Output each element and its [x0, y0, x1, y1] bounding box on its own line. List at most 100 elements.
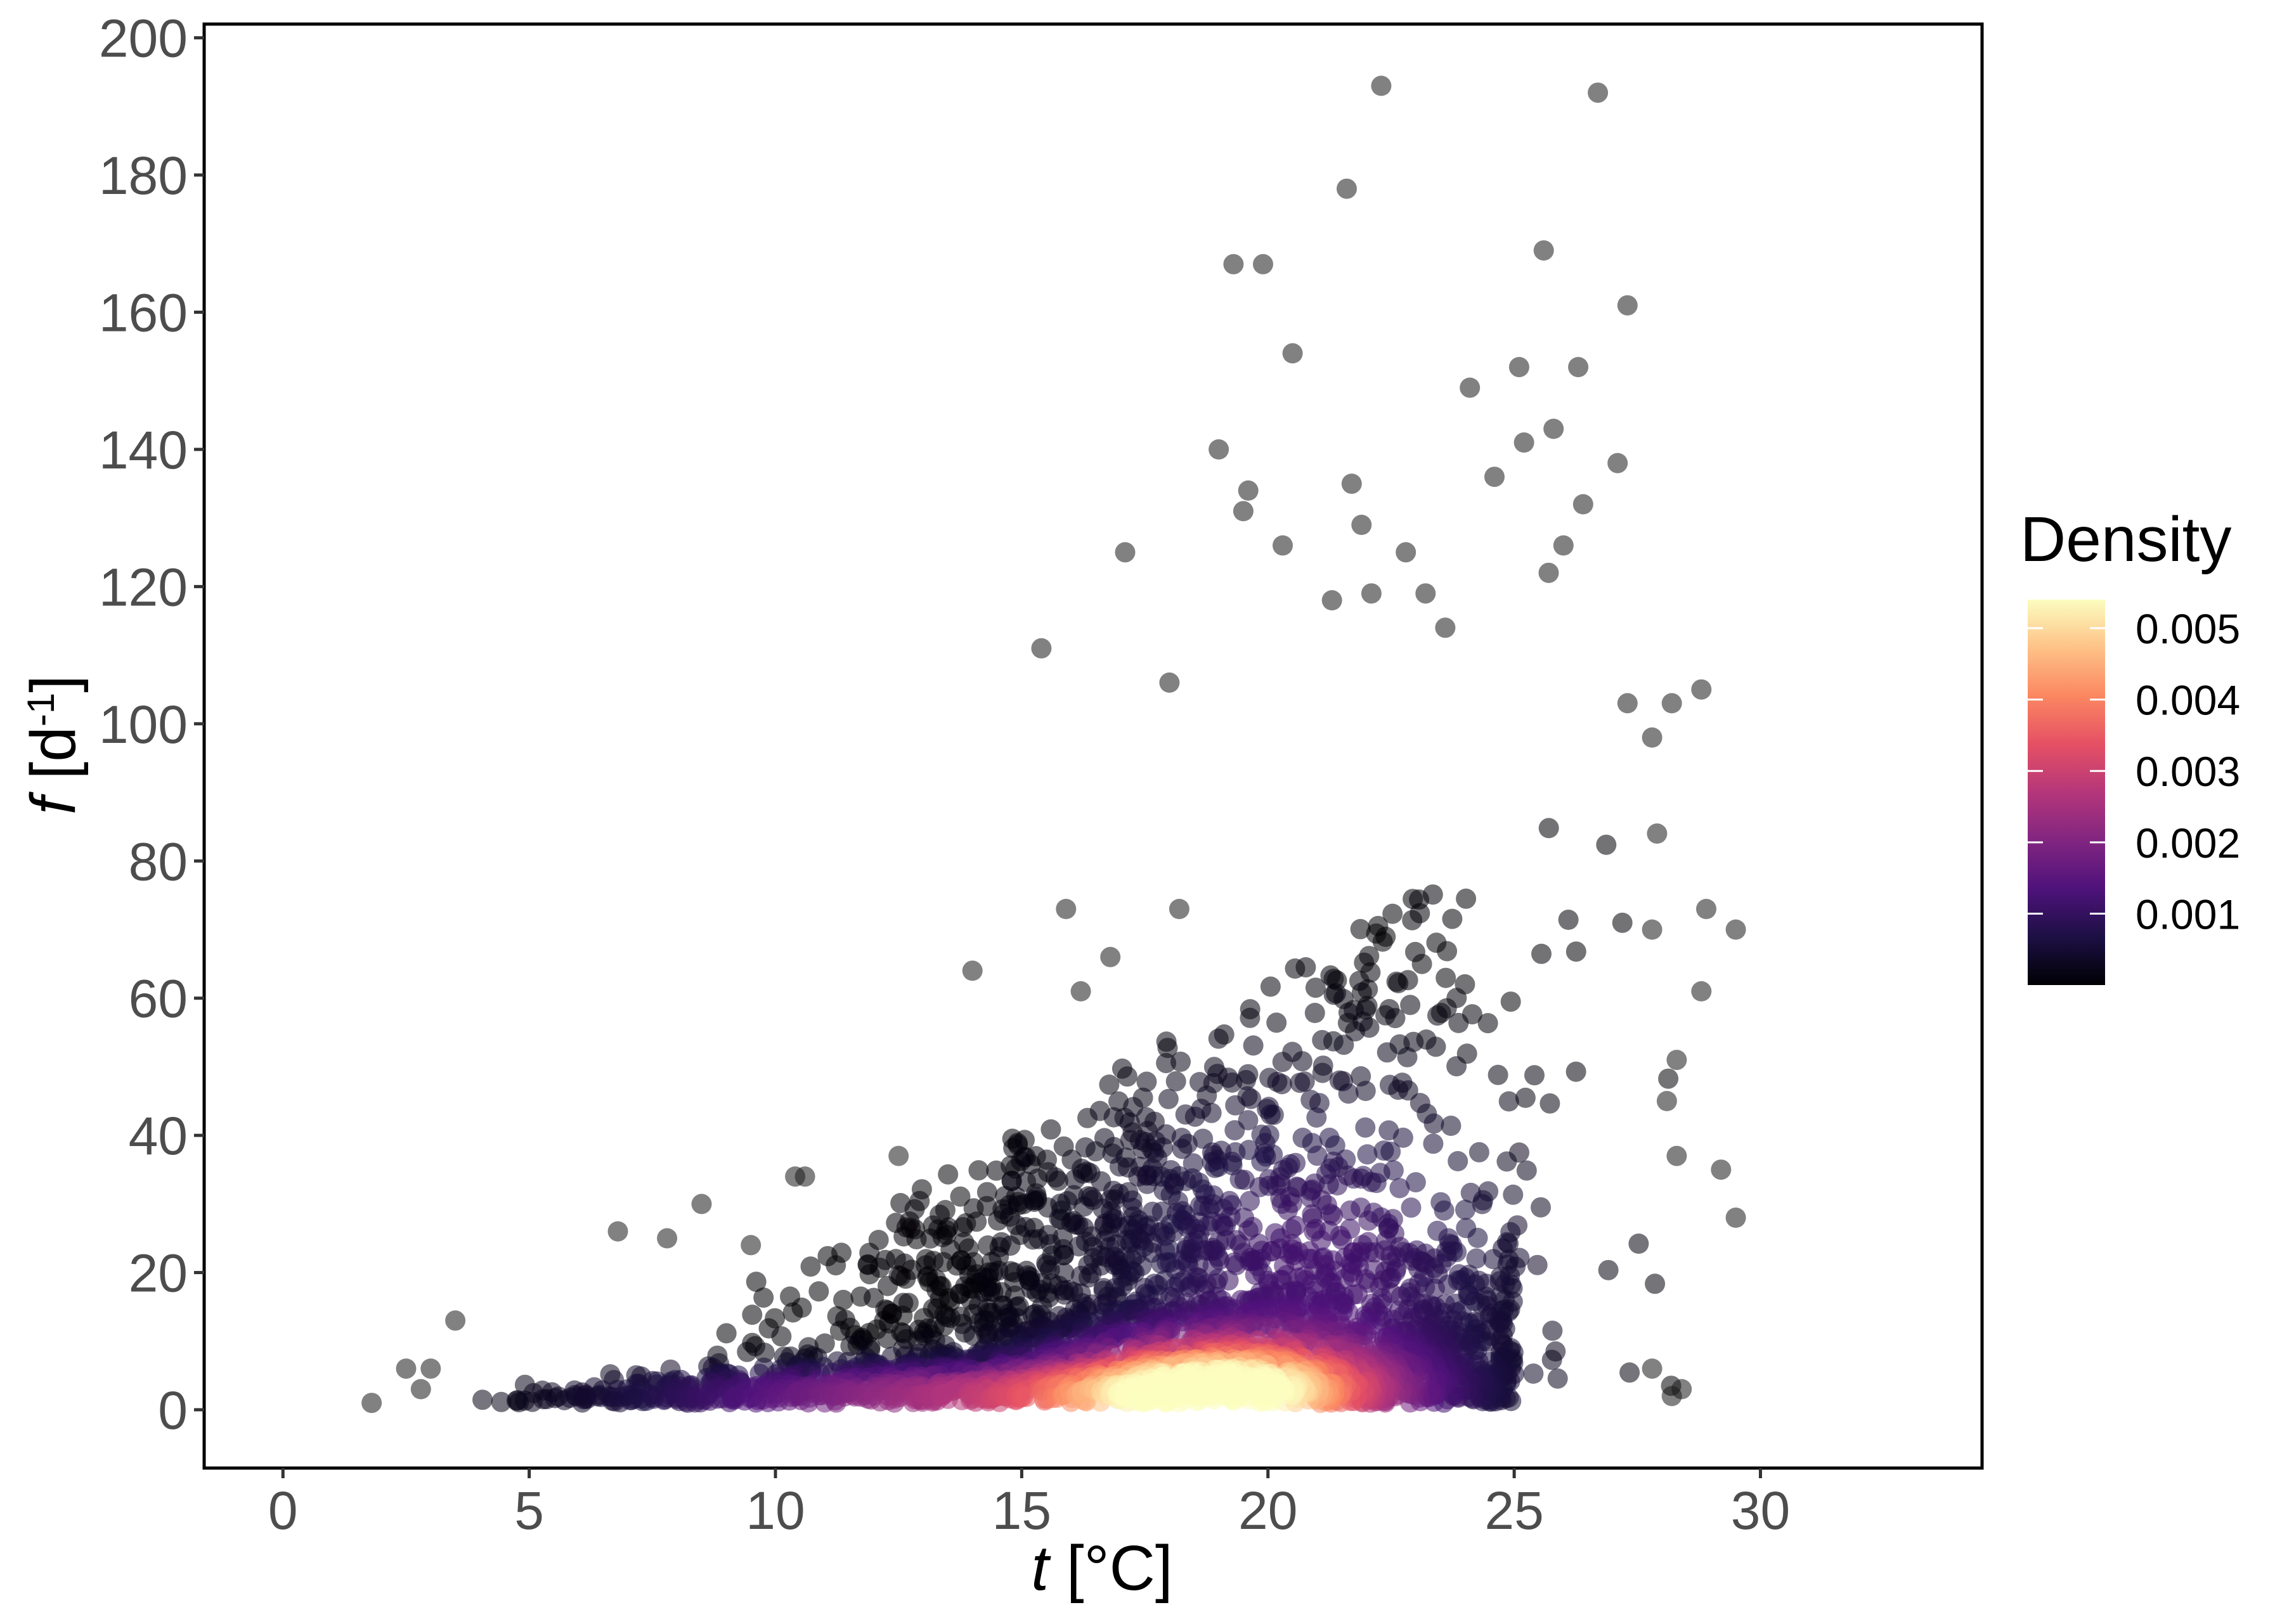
- scatter-point: [1460, 377, 1481, 398]
- scatter-point: [1617, 693, 1638, 714]
- scatter-point: [1282, 343, 1303, 364]
- scatter-point: [976, 1195, 997, 1216]
- scatter-point: [1273, 535, 1293, 556]
- scatter-point: [1040, 1119, 1061, 1140]
- x-tick-label: 25: [1484, 1481, 1543, 1540]
- scatter-point: [935, 1200, 956, 1220]
- scatter-point: [1388, 973, 1409, 993]
- scatter-point: [746, 1272, 767, 1292]
- scatter-point: [1541, 1350, 1562, 1370]
- scatter-point: [1233, 501, 1254, 522]
- y-tick-label: 120: [99, 557, 188, 617]
- scatter-point: [1209, 439, 1229, 460]
- scatter-point: [808, 1281, 829, 1302]
- scatter-point: [1553, 535, 1574, 556]
- scatter-point: [1234, 1170, 1255, 1190]
- scatter-point: [1658, 1068, 1679, 1089]
- scatter-point: [1385, 1008, 1406, 1029]
- scatter-point: [1396, 542, 1416, 563]
- scatter-point: [1056, 899, 1077, 919]
- scatter-point: [1357, 1144, 1378, 1165]
- scatter-point: [1156, 1053, 1177, 1074]
- scatter-point: [1337, 178, 1357, 199]
- scatter-point: [1508, 357, 1529, 378]
- scatter-point: [1321, 590, 1342, 610]
- scatter-point: [1001, 1171, 1022, 1192]
- scatter-point: [1558, 910, 1579, 930]
- scatter-point: [1405, 1172, 1426, 1193]
- scatter-point: [741, 1235, 762, 1256]
- scatter-point: [1389, 1178, 1410, 1199]
- scatter-point: [1455, 1199, 1475, 1220]
- scatter-point: [1523, 1363, 1544, 1384]
- y-axis-unit: [d: [18, 726, 89, 797]
- scatter-point: [1401, 1197, 1422, 1218]
- scatter-point: [1086, 1141, 1106, 1162]
- scatter-point: [472, 1389, 493, 1410]
- scatter-point: [1543, 418, 1564, 439]
- scatter-point: [1619, 1362, 1640, 1383]
- scatter-point: [1115, 542, 1136, 563]
- scatter-point: [868, 1230, 889, 1251]
- scatter-point: [1392, 1127, 1413, 1148]
- scatter-point: [1628, 1234, 1649, 1254]
- scatter-point: [1437, 941, 1458, 962]
- legend-tick-label: 0.003: [2136, 748, 2240, 795]
- scatter-point: [1691, 679, 1712, 700]
- scatter-point: [1338, 1083, 1359, 1104]
- scatter-point: [1524, 1065, 1545, 1086]
- y-tick-label: 180: [99, 146, 188, 205]
- scatter-point: [1070, 981, 1091, 1002]
- x-axis-title: t [°C]: [1031, 1533, 1172, 1604]
- scatter-point: [410, 1379, 431, 1400]
- scatter-point: [754, 1343, 775, 1363]
- scatter-point: [1607, 453, 1628, 474]
- scatter-point: [938, 1164, 959, 1185]
- scatter-point: [1642, 919, 1662, 940]
- scatter-point: [1516, 1160, 1537, 1181]
- scatter-point: [1290, 1073, 1311, 1093]
- scatter-point: [1531, 1197, 1551, 1218]
- scatter-point: [1340, 1200, 1361, 1221]
- scatter-point: [1539, 1093, 1560, 1114]
- scatter-point: [1466, 1248, 1487, 1269]
- scatter-point: [1538, 562, 1559, 583]
- scatter-point: [1442, 908, 1463, 929]
- scatter-point: [1456, 1218, 1477, 1239]
- scatter-point: [800, 1256, 821, 1277]
- scatter-point: [1483, 1249, 1504, 1270]
- scatter-point: [1425, 1036, 1446, 1057]
- scatter-point: [831, 1242, 852, 1263]
- scatter-point: [1157, 1038, 1178, 1059]
- scatter-point: [716, 1323, 737, 1344]
- scatter-point: [1711, 1159, 1732, 1180]
- scatter-point: [1496, 1151, 1517, 1172]
- scatter-point: [1642, 1358, 1662, 1379]
- scatter-point: [840, 1336, 861, 1357]
- y-tick-label: 100: [99, 695, 188, 754]
- scatter-point: [1397, 1047, 1418, 1067]
- x-tick-label: 10: [746, 1481, 805, 1540]
- scatter-point: [1484, 467, 1505, 487]
- scatter-point: [1427, 1005, 1448, 1026]
- scatter-point: [909, 1190, 930, 1211]
- scatter-point: [1238, 480, 1259, 501]
- scatter-point: [1533, 240, 1554, 261]
- x-tick-label: 20: [1238, 1481, 1297, 1540]
- scatter-point: [1355, 1081, 1376, 1101]
- scatter-point: [1373, 1140, 1394, 1161]
- scatter-point: [1260, 976, 1281, 997]
- scatter-point: [1542, 1320, 1563, 1341]
- scatter-point: [1500, 991, 1521, 1012]
- scatter-point: [1547, 1368, 1568, 1389]
- scatter-point: [1292, 1051, 1312, 1072]
- scatter-point: [1266, 1012, 1287, 1033]
- scatter-point: [1647, 823, 1668, 844]
- scatter-point: [1666, 1145, 1687, 1166]
- scatter-point: [1183, 1153, 1203, 1174]
- scatter-point: [691, 1194, 712, 1215]
- scatter-point: [968, 1160, 989, 1181]
- x-axis-unit: [°C]: [1049, 1533, 1173, 1604]
- scatter-point: [1201, 1102, 1222, 1123]
- scatter-point: [1224, 1120, 1245, 1141]
